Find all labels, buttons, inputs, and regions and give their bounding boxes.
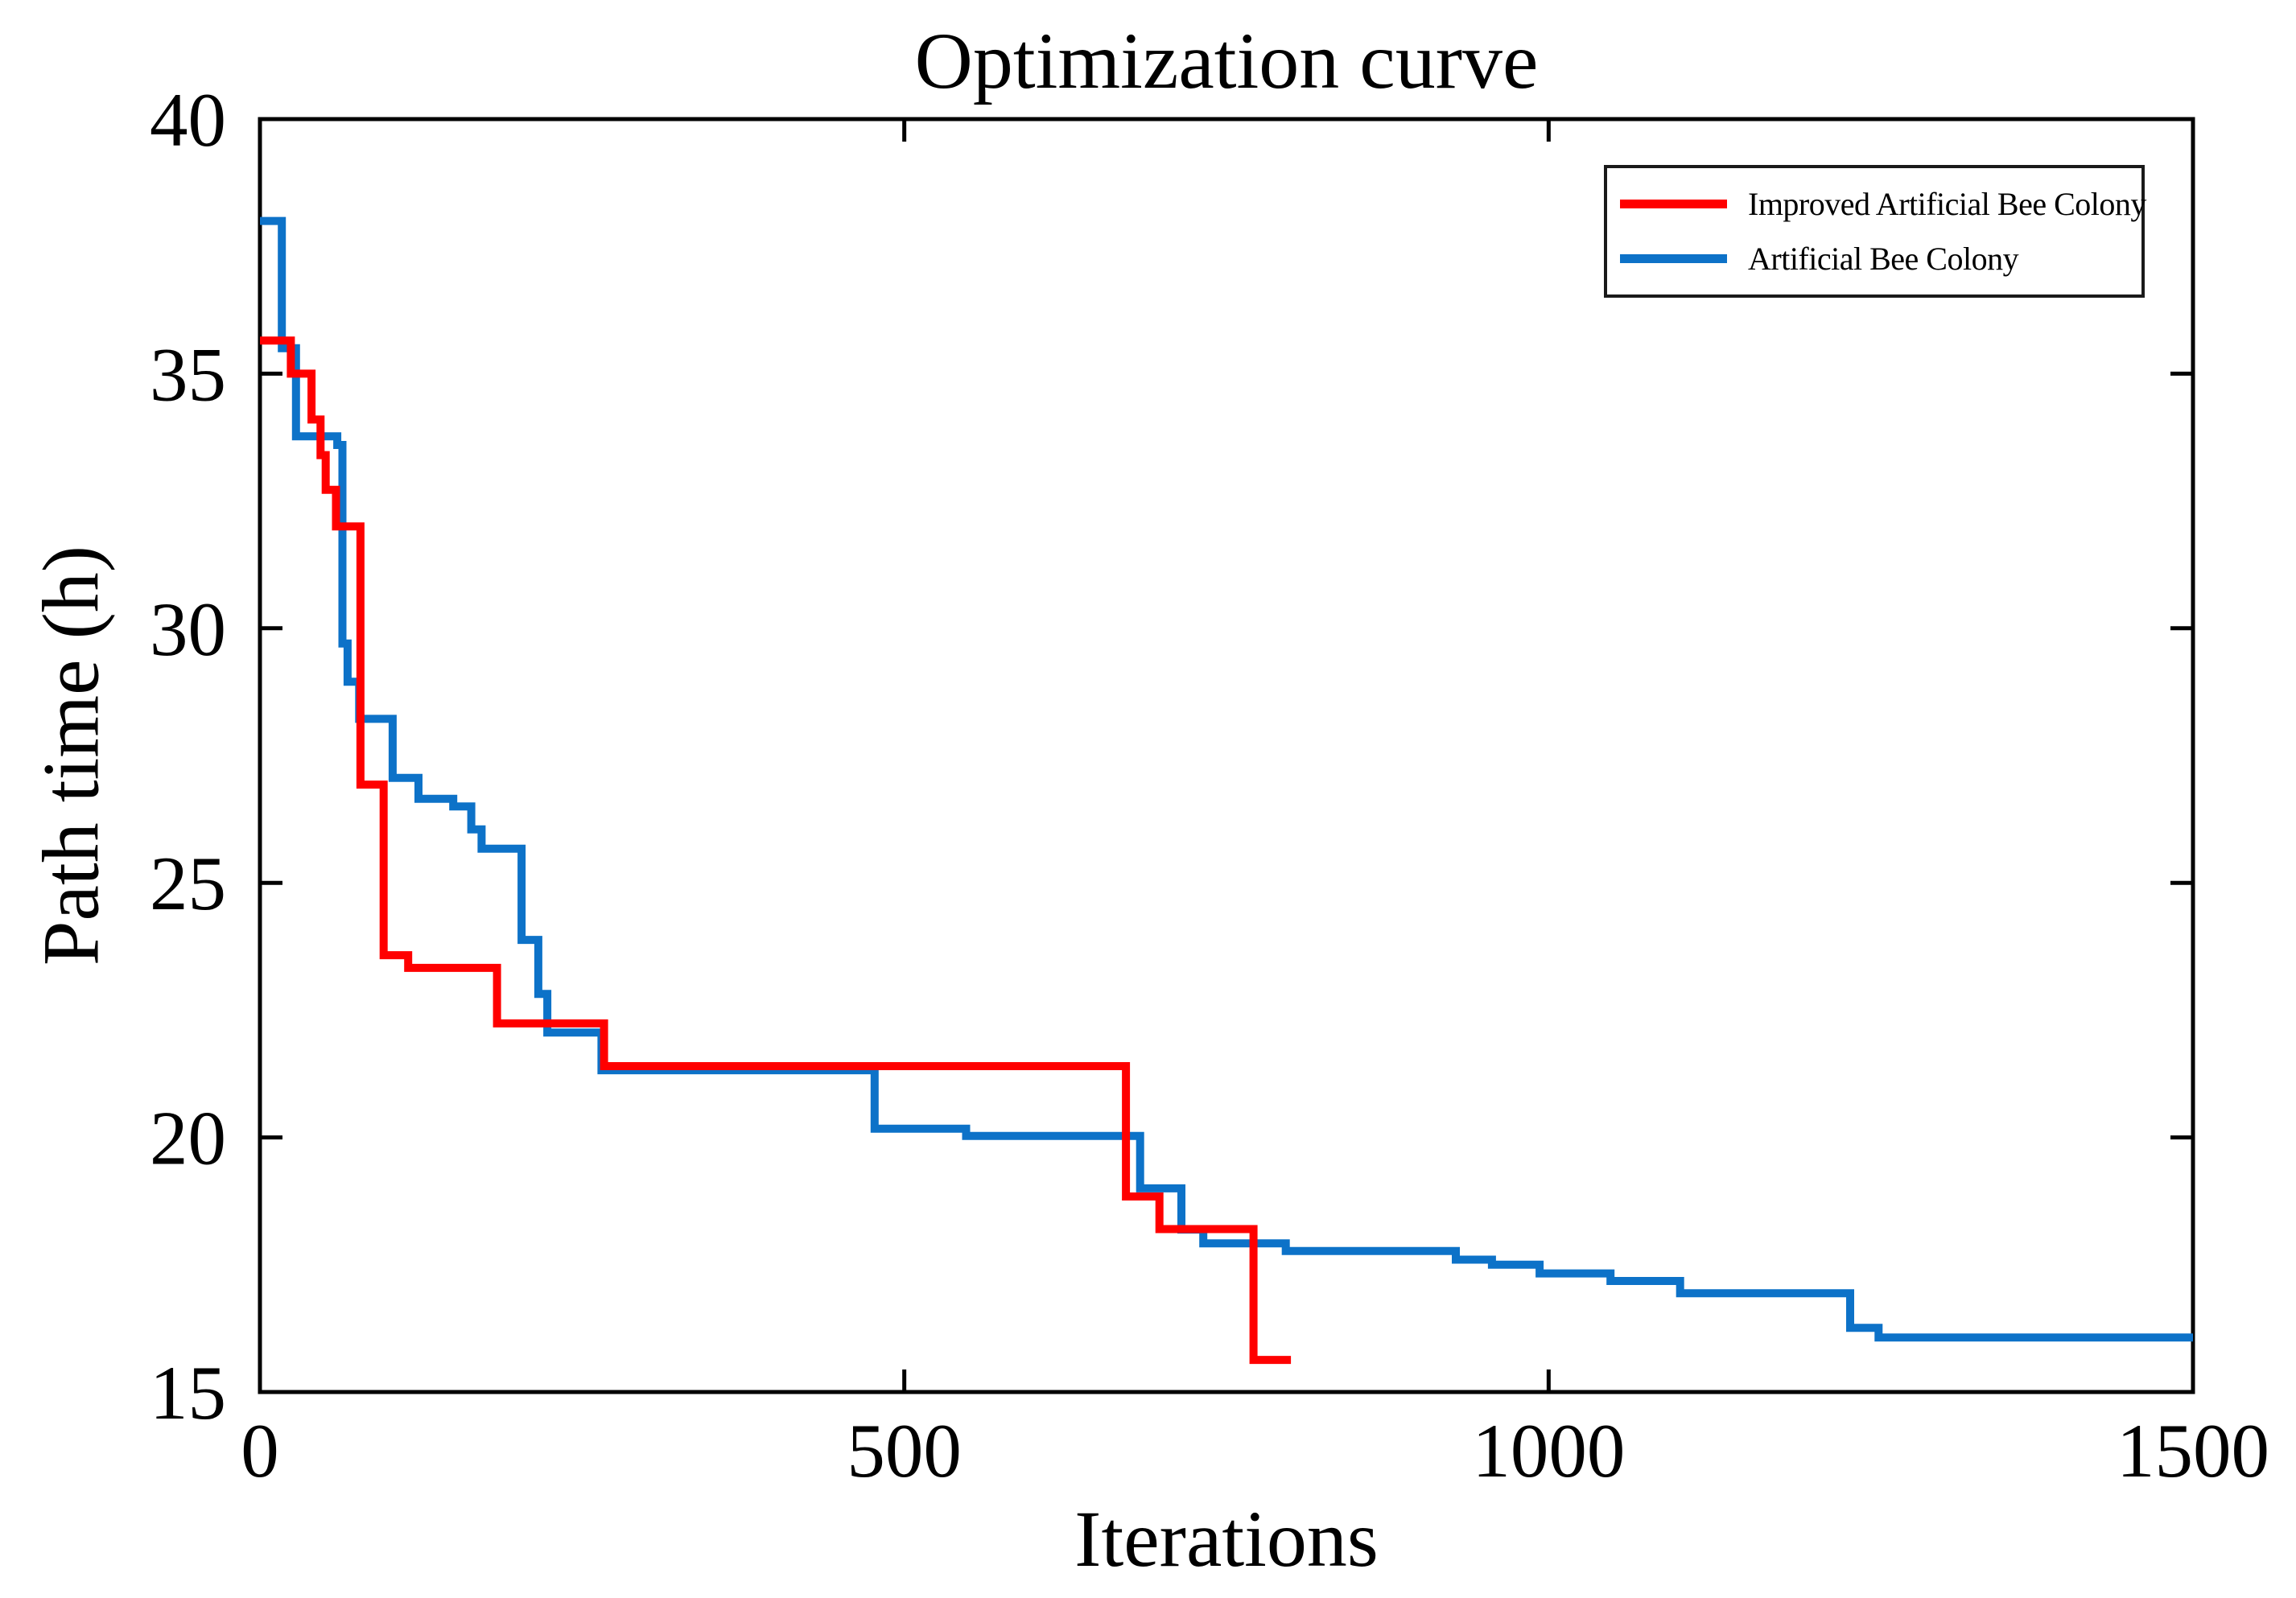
x-tick-label: 0 [241, 1408, 279, 1493]
plot-box [258, 117, 2195, 1394]
x-tick-label: 500 [847, 1408, 962, 1493]
y-tick-label: 35 [150, 332, 226, 417]
legend-item-abc: Artificial Bee Colony [1620, 240, 2141, 278]
x-axis-label: Iterations [1074, 1494, 1379, 1584]
legend-line-blue [1620, 254, 1727, 264]
y-tick-label: 30 [150, 587, 226, 672]
y-tick-label: 15 [150, 1350, 226, 1435]
series-line-improved-artificial-bee-colony [260, 336, 1292, 1365]
y-tick-label: 40 [150, 77, 226, 163]
legend-item-improved-abc: Improved Artificial Bee Colony [1620, 185, 2146, 223]
legend: Improved Artificial Bee Colony Artificia… [1604, 165, 2146, 298]
chart-title: Optimization curve [914, 16, 1539, 105]
series-line-artificial-bee-colony [260, 216, 2193, 1342]
y-tick-label: 20 [150, 1096, 226, 1181]
y-axis-label: Path time (h) [26, 545, 116, 966]
legend-line-red [1620, 199, 1727, 208]
x-tick-label: 1500 [2117, 1408, 2269, 1493]
legend-label-improved-abc: Improved Artificial Bee Colony [1748, 185, 2146, 222]
x-tick-label: 1000 [1472, 1408, 1625, 1493]
y-tick-label: 25 [150, 841, 226, 926]
legend-label-abc: Artificial Bee Colony [1748, 241, 2019, 278]
